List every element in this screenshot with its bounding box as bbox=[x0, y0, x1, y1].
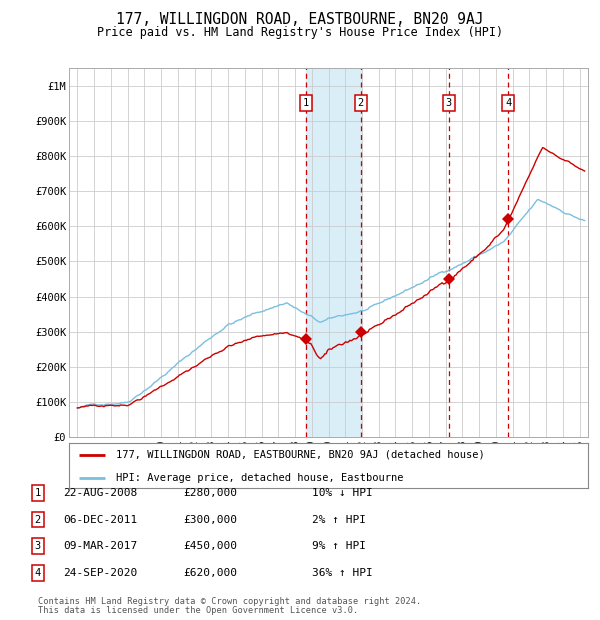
Text: 9% ↑ HPI: 9% ↑ HPI bbox=[312, 541, 366, 551]
Text: 24-SEP-2020: 24-SEP-2020 bbox=[63, 568, 137, 578]
Text: 4: 4 bbox=[505, 99, 511, 108]
Text: 09-MAR-2017: 09-MAR-2017 bbox=[63, 541, 137, 551]
Text: Contains HM Land Registry data © Crown copyright and database right 2024.: Contains HM Land Registry data © Crown c… bbox=[38, 597, 421, 606]
Text: 2: 2 bbox=[35, 515, 41, 525]
Text: 36% ↑ HPI: 36% ↑ HPI bbox=[312, 568, 373, 578]
Text: 06-DEC-2011: 06-DEC-2011 bbox=[63, 515, 137, 525]
Text: 4: 4 bbox=[35, 568, 41, 578]
Bar bbox=[306, 68, 361, 437]
Text: 177, WILLINGDON ROAD, EASTBOURNE, BN20 9AJ: 177, WILLINGDON ROAD, EASTBOURNE, BN20 9… bbox=[116, 12, 484, 27]
Text: £300,000: £300,000 bbox=[183, 515, 237, 525]
Text: 22-AUG-2008: 22-AUG-2008 bbox=[63, 488, 137, 498]
Text: 2% ↑ HPI: 2% ↑ HPI bbox=[312, 515, 366, 525]
Text: 1: 1 bbox=[302, 99, 309, 108]
Text: £450,000: £450,000 bbox=[183, 541, 237, 551]
Text: This data is licensed under the Open Government Licence v3.0.: This data is licensed under the Open Gov… bbox=[38, 606, 358, 615]
Text: 3: 3 bbox=[446, 99, 452, 108]
Text: 2: 2 bbox=[358, 99, 364, 108]
Text: 1: 1 bbox=[35, 488, 41, 498]
Text: Price paid vs. HM Land Registry's House Price Index (HPI): Price paid vs. HM Land Registry's House … bbox=[97, 26, 503, 39]
Text: 10% ↓ HPI: 10% ↓ HPI bbox=[312, 488, 373, 498]
Text: 3: 3 bbox=[35, 541, 41, 551]
Text: 177, WILLINGDON ROAD, EASTBOURNE, BN20 9AJ (detached house): 177, WILLINGDON ROAD, EASTBOURNE, BN20 9… bbox=[116, 450, 484, 460]
Text: £620,000: £620,000 bbox=[183, 568, 237, 578]
Text: £280,000: £280,000 bbox=[183, 488, 237, 498]
Text: HPI: Average price, detached house, Eastbourne: HPI: Average price, detached house, East… bbox=[116, 473, 403, 483]
